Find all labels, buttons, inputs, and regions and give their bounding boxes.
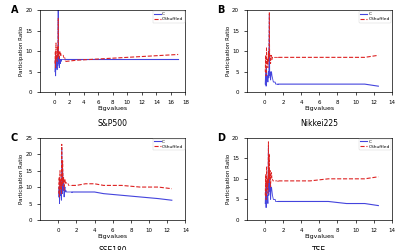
CShuffled [101, 184, 106, 187]
C [92, 190, 97, 194]
CShuffled [276, 56, 281, 59]
CShuffled [290, 180, 294, 182]
C [74, 58, 79, 61]
Title: S&P500: S&P500 [98, 118, 128, 128]
CShuffled [138, 186, 142, 188]
C [326, 200, 331, 203]
C [344, 82, 349, 86]
CShuffled [132, 56, 137, 58]
C [74, 190, 79, 194]
Title: SSE180: SSE180 [98, 246, 127, 250]
CShuffled [276, 180, 281, 182]
CShuffled [83, 182, 88, 185]
C [147, 58, 152, 61]
CShuffled [63, 60, 68, 63]
C [376, 204, 381, 207]
C [362, 202, 367, 205]
CShuffled [326, 56, 331, 59]
Text: D: D [218, 133, 226, 143]
Line: C: C [278, 202, 378, 205]
C [70, 190, 74, 194]
C [176, 58, 180, 61]
Text: C: C [11, 133, 18, 143]
CShuffled [74, 59, 79, 62]
Line: CShuffled: CShuffled [278, 55, 378, 57]
C [101, 192, 106, 195]
C [308, 200, 312, 203]
CShuffled [120, 184, 124, 187]
CShuffled [376, 54, 381, 57]
CShuffled [118, 56, 122, 59]
Title: Nikkei225: Nikkei225 [300, 118, 338, 128]
Line: CShuffled: CShuffled [278, 177, 378, 181]
CShuffled [74, 184, 79, 187]
CShuffled [344, 56, 349, 59]
CShuffled [362, 177, 367, 180]
C [120, 194, 124, 197]
C [118, 58, 122, 61]
Title: TSE: TSE [312, 246, 326, 250]
C [290, 82, 294, 86]
X-axis label: Eigvalues: Eigvalues [98, 106, 128, 112]
Text: A: A [11, 5, 18, 15]
Line: C: C [278, 84, 378, 86]
C [344, 202, 349, 205]
Y-axis label: Participation Ratio: Participation Ratio [226, 154, 230, 204]
CShuffled [176, 53, 180, 56]
C [299, 200, 304, 203]
C [362, 82, 367, 86]
C [376, 85, 381, 88]
Y-axis label: Participation Ratio: Participation Ratio [19, 26, 24, 76]
Legend: C, CShuffled: C, CShuffled [152, 138, 184, 150]
Y-axis label: Participation Ratio: Participation Ratio [226, 26, 230, 76]
CShuffled [156, 186, 160, 188]
Legend: C, CShuffled: C, CShuffled [359, 138, 391, 150]
C [308, 82, 312, 86]
Line: CShuffled: CShuffled [72, 184, 172, 189]
C [83, 190, 88, 194]
CShuffled [290, 56, 294, 59]
CShuffled [308, 180, 312, 182]
C [138, 196, 142, 198]
CShuffled [362, 56, 367, 59]
CShuffled [299, 180, 304, 182]
Legend: C, CShuffled: C, CShuffled [152, 11, 184, 23]
CShuffled [170, 187, 174, 190]
C [276, 82, 281, 86]
Y-axis label: Participation Ratio: Participation Ratio [19, 154, 24, 204]
Line: CShuffled: CShuffled [66, 54, 178, 62]
CShuffled [161, 54, 166, 57]
Line: C: C [72, 192, 172, 200]
C [103, 58, 108, 61]
CShuffled [344, 177, 349, 180]
CShuffled [92, 182, 97, 185]
CShuffled [147, 54, 152, 58]
CShuffled [308, 56, 312, 59]
X-axis label: Eigvalues: Eigvalues [304, 106, 334, 112]
C [88, 58, 93, 61]
CShuffled [326, 177, 331, 180]
Legend: C, CShuffled: C, CShuffled [359, 11, 391, 23]
X-axis label: Eigvalues: Eigvalues [304, 234, 334, 239]
X-axis label: Eigvalues: Eigvalues [98, 234, 128, 239]
Text: B: B [218, 5, 225, 15]
C [132, 58, 137, 61]
C [276, 200, 281, 203]
CShuffled [280, 180, 285, 182]
C [63, 58, 68, 61]
C [280, 200, 285, 203]
CShuffled [103, 57, 108, 60]
C [156, 197, 160, 200]
CShuffled [88, 58, 93, 61]
C [161, 58, 166, 61]
CShuffled [376, 175, 381, 178]
C [170, 199, 174, 202]
CShuffled [70, 184, 74, 187]
C [326, 82, 331, 86]
C [290, 200, 294, 203]
